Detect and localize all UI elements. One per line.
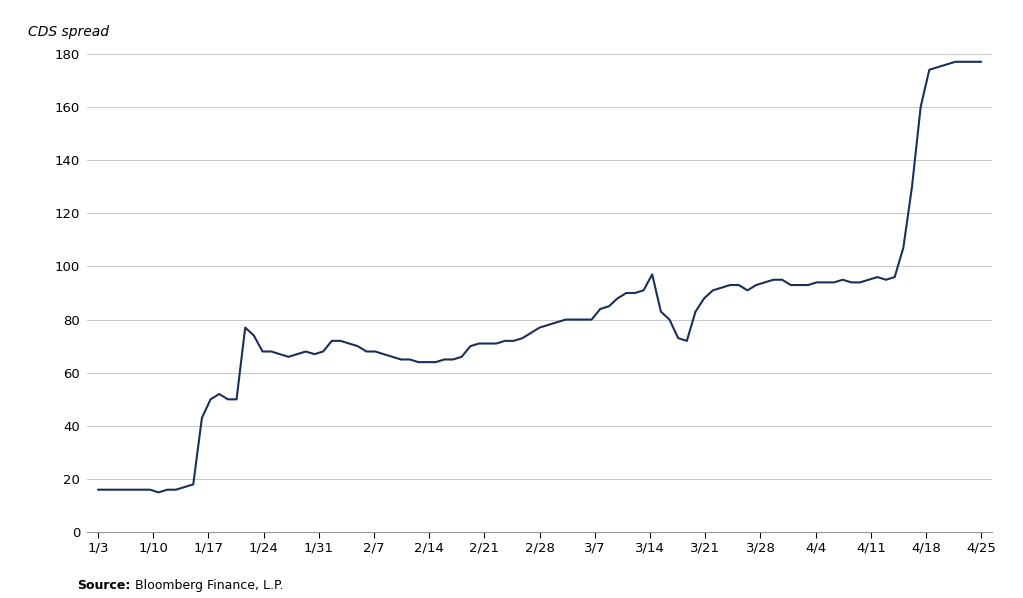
- Text: Bloomberg Finance, L.P.: Bloomberg Finance, L.P.: [131, 579, 283, 592]
- Text: CDS spread: CDS spread: [28, 25, 109, 39]
- Text: Source:: Source:: [77, 579, 130, 592]
